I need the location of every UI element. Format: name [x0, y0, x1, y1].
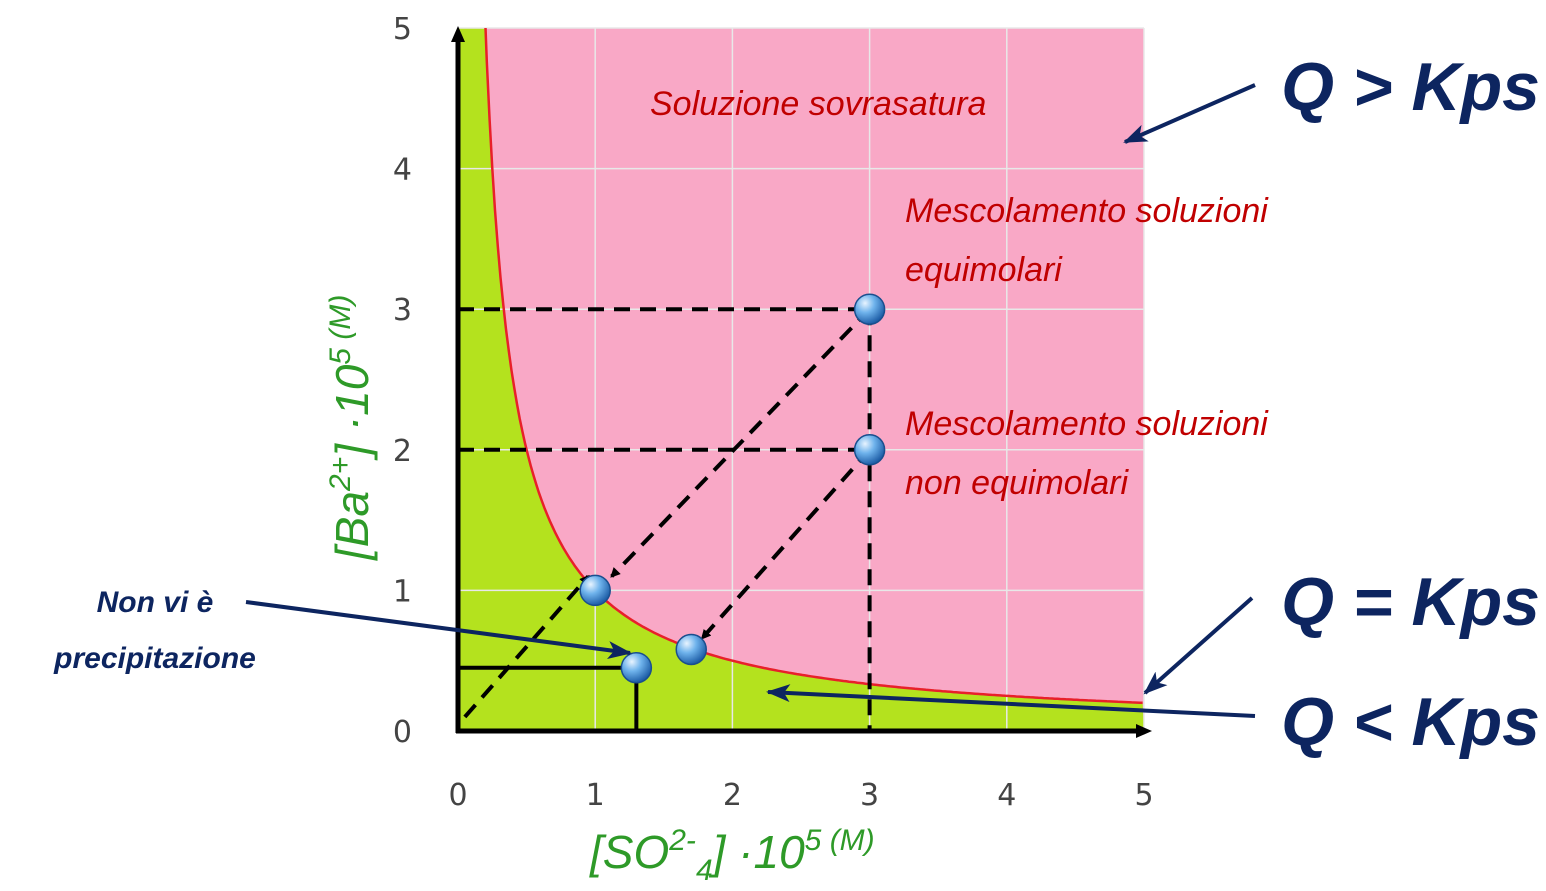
- y-tick-label: 1: [393, 574, 412, 609]
- data-point: [853, 434, 886, 466]
- data-point: [620, 651, 653, 684]
- y-tick-labels: 0 1 2 3 4 5: [393, 12, 412, 750]
- x-tick-label: 0: [448, 778, 467, 813]
- x-axis-label: [SO2-4] ·105 (M): [589, 824, 875, 887]
- callout-arrow-q-equal: [1143, 596, 1254, 695]
- callout-no-precipitation-line1: Non vi è: [97, 586, 214, 619]
- x-tick-labels: 0 1 2 3 4 5: [448, 778, 1153, 813]
- y-tick-label: 4: [393, 153, 412, 188]
- y-tick-label: 3: [393, 293, 412, 328]
- annotation-nonequimolar-line1: Mescolamento soluzioni: [905, 405, 1269, 443]
- label-q-greater-kps: Q > Kps: [1281, 49, 1540, 125]
- dashed-arrow: [700, 448, 872, 640]
- data-point: [853, 293, 886, 325]
- x-tick-label: 2: [723, 778, 742, 813]
- callout-no-precipitation-line2: precipitazione: [53, 642, 256, 675]
- annotation-equimolar-line1: Mescolamento soluzioni: [905, 192, 1269, 230]
- y-axis-label: [Ba2+] ·105 (M): [324, 295, 378, 561]
- annotation-supersaturated: Soluzione sovrasatura: [650, 85, 986, 123]
- data-point: [675, 633, 707, 666]
- dashed-arrow: [463, 574, 590, 719]
- dashed-arrow: [610, 307, 872, 578]
- y-tick-label: 2: [393, 434, 412, 469]
- label-q-equal-kps: Q = Kps: [1281, 564, 1540, 640]
- y-tick-label: 5: [393, 12, 412, 47]
- x-tick-label: 1: [586, 778, 605, 813]
- y-tick-label: 0: [393, 715, 412, 750]
- data-point: [579, 574, 611, 607]
- x-tick-label: 3: [860, 778, 879, 813]
- unsaturated-region: [458, 28, 1144, 731]
- x-tick-label: 4: [997, 778, 1016, 813]
- callout-arrow-q-less: [766, 684, 1256, 718]
- mixing-arrows: [463, 307, 872, 719]
- callout-arrow-q-greater: [1123, 83, 1256, 144]
- annotation-nonequimolar-line2: non equimolari: [905, 464, 1129, 502]
- x-tick-label: 5: [1134, 778, 1153, 813]
- label-q-less-kps: Q < Kps: [1281, 684, 1540, 760]
- data-points: [579, 293, 886, 684]
- annotation-equimolar-line2: equimolari: [905, 251, 1063, 289]
- callout-arrow-no-precipitation: [245, 600, 632, 660]
